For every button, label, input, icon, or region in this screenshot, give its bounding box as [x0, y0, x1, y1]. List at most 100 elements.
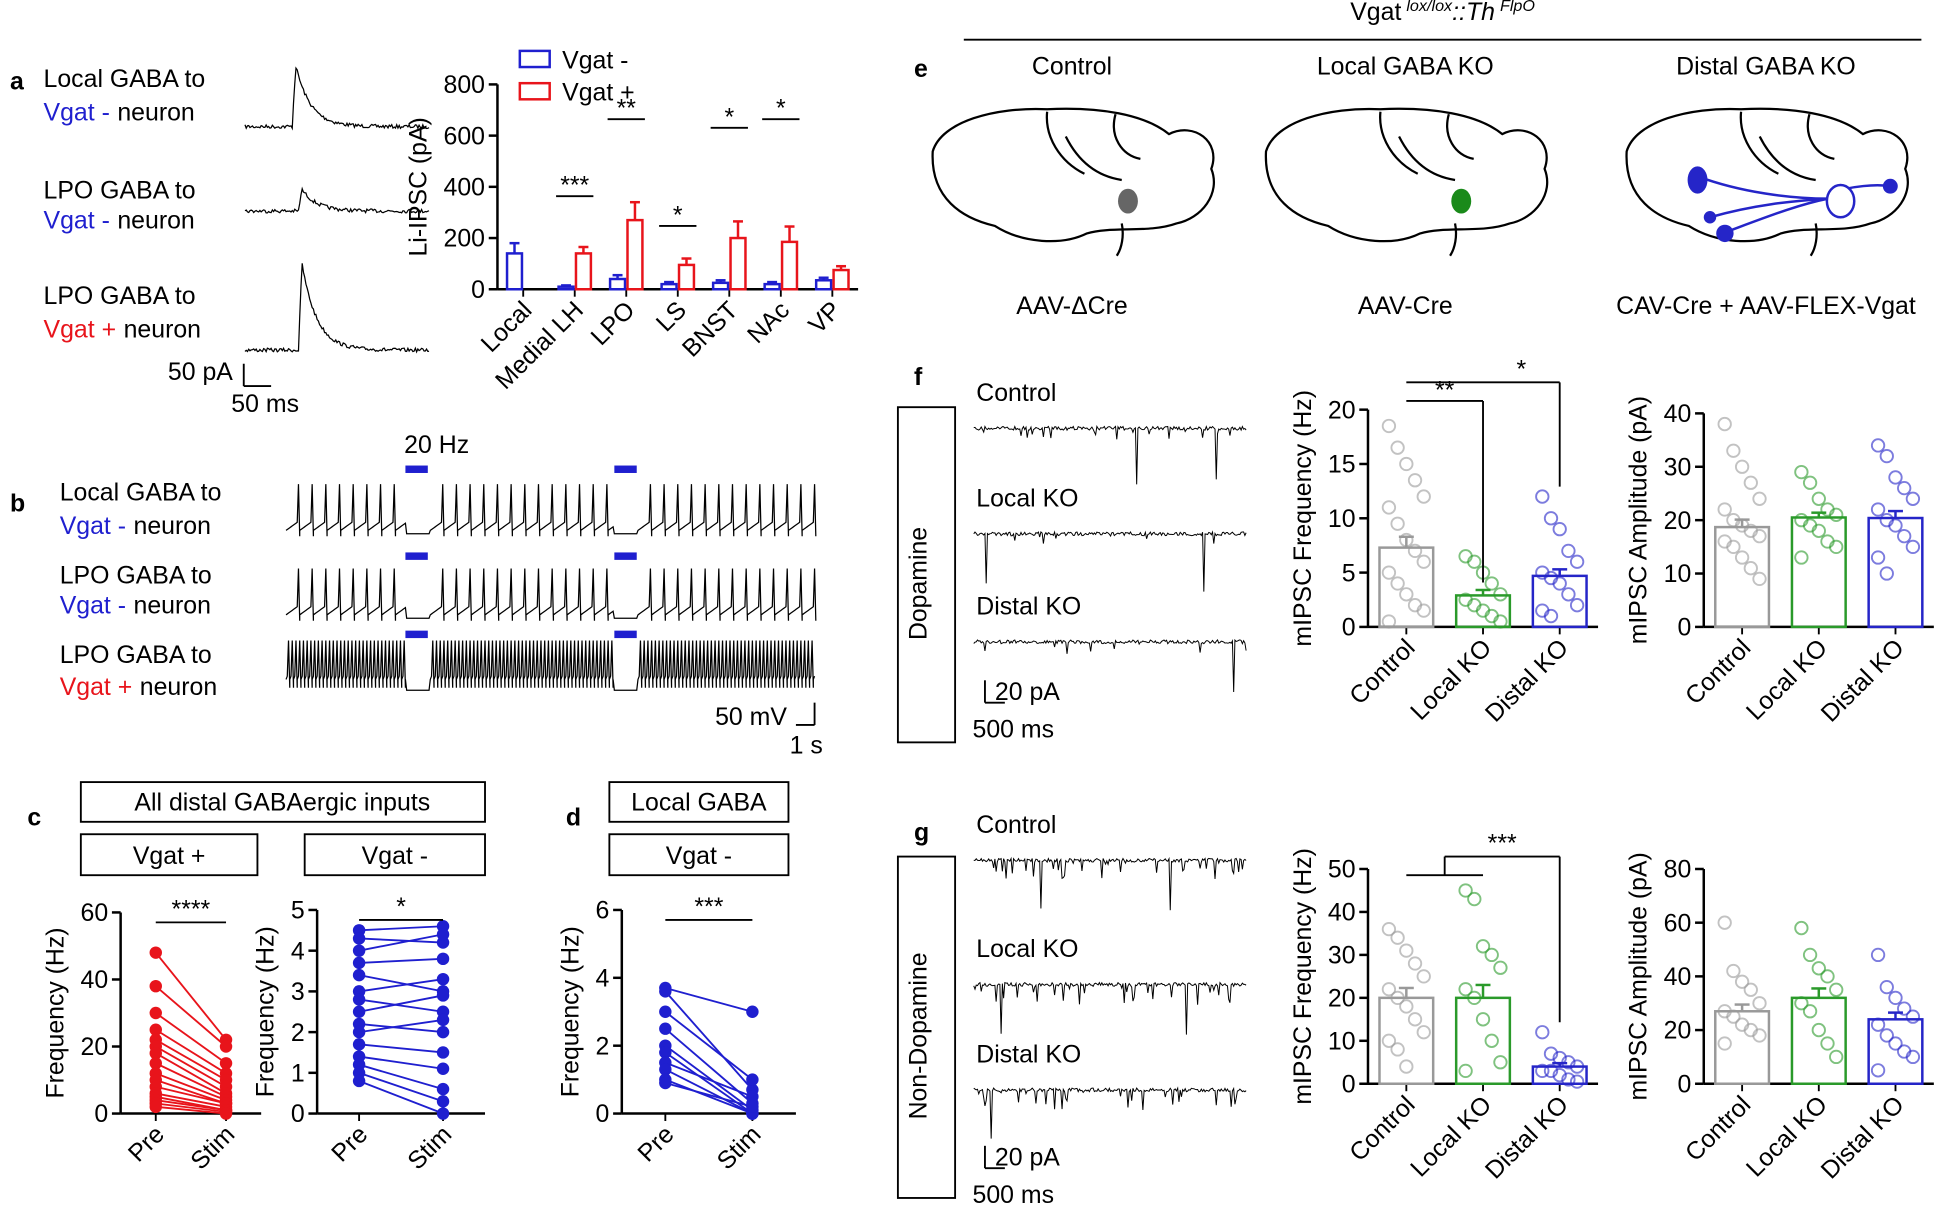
y-tick-label: 40	[1328, 900, 1356, 927]
y-tick-label: 20	[1664, 508, 1692, 535]
y-tick-label: 20	[81, 1034, 109, 1061]
point	[1905, 539, 1921, 554]
stim-label: 20 Hz	[404, 432, 469, 459]
y-tick-label: 5	[291, 898, 305, 925]
point	[1467, 554, 1482, 569]
brain-detail	[1045, 111, 1141, 257]
x-tick-label: BNST	[677, 297, 743, 363]
y-tick-label: 50	[1328, 857, 1356, 884]
x-tick-label: Distal KO	[1481, 634, 1574, 727]
trace-label: LPO GABA to	[44, 283, 196, 310]
y-tick-label: 800	[444, 72, 485, 99]
point	[1752, 1028, 1767, 1043]
point	[436, 1025, 450, 1039]
point	[1829, 1049, 1844, 1065]
point	[1390, 1042, 1405, 1057]
y-tick-label: 0	[1342, 615, 1356, 642]
trace-label: Vgat - neuron	[60, 513, 211, 540]
injection	[1118, 188, 1138, 214]
significance: *	[724, 104, 734, 131]
point	[1535, 1063, 1550, 1079]
pair-line	[155, 1072, 227, 1102]
trace-label: Vgat + neuron	[60, 674, 217, 701]
significance: *	[1517, 356, 1527, 383]
header: All distal GABAergic inputs	[134, 790, 430, 817]
point	[219, 1107, 233, 1120]
y-axis-label: Frequency (Hz)	[42, 927, 69, 1098]
trace-label: Vgat + neuron	[44, 317, 201, 344]
panel-letter: a	[10, 68, 24, 95]
point	[352, 993, 366, 1006]
y-axis-label: Frequency (Hz)	[557, 926, 584, 1097]
pair-line	[664, 1061, 753, 1098]
panel-letter: g	[914, 819, 929, 846]
point	[1905, 1049, 1921, 1065]
x-tick-label: LPO	[586, 297, 640, 351]
bar	[729, 236, 747, 291]
cell-type: Vgat -	[60, 513, 126, 540]
trace-label: Control	[976, 380, 1056, 407]
point	[149, 1100, 162, 1114]
panel-letter: b	[10, 490, 25, 517]
projection-site	[1703, 211, 1717, 224]
column-label: Control	[1032, 54, 1112, 81]
pair-line	[155, 1092, 227, 1108]
brain	[1625, 107, 1909, 257]
pair-line	[664, 1011, 753, 1081]
cell-type-rest: neuron	[124, 317, 201, 344]
point	[1811, 491, 1826, 506]
virus-label: CAV-Cre + AAV-FLEX-Vgat	[1616, 293, 1916, 320]
point	[1399, 587, 1414, 602]
pair-line	[358, 1080, 444, 1115]
point	[1743, 982, 1758, 997]
point	[1717, 1036, 1732, 1051]
e-title-part: Vgat	[1350, 0, 1401, 26]
spike-trace	[285, 568, 817, 621]
point	[1717, 502, 1732, 517]
trace-label: Local KO	[976, 486, 1078, 513]
point	[1484, 576, 1499, 591]
bar	[1378, 996, 1435, 1085]
virus-label: AAV-ΔCre	[1016, 293, 1128, 320]
scale-label: 50 mV	[715, 704, 787, 731]
bar	[608, 277, 627, 291]
point	[1905, 491, 1921, 506]
point	[746, 1090, 759, 1103]
trace	[244, 263, 430, 354]
brain-outline	[1264, 107, 1549, 243]
point	[1870, 1063, 1886, 1078]
x-tick-label: Distal KO	[1816, 634, 1909, 727]
point	[1905, 1009, 1921, 1024]
group-label: Non-Dopamine	[905, 952, 932, 1119]
header: Local GABA	[631, 790, 767, 817]
point	[1407, 473, 1423, 488]
significance: ***	[560, 173, 589, 200]
trace-label: Control	[976, 812, 1056, 839]
y-axis-label: mIPSC Amplitude (pA)	[1626, 852, 1653, 1100]
point	[1561, 1072, 1576, 1087]
e-title-sup: lox/lox	[1406, 0, 1453, 15]
brain-detail	[1739, 111, 1835, 257]
cell-type-rest: neuron	[117, 207, 194, 234]
significance: ***	[694, 894, 723, 921]
spike-trace	[285, 484, 817, 537]
point	[1475, 939, 1491, 954]
point	[1829, 539, 1844, 554]
point	[1484, 1033, 1499, 1048]
brain-outline	[931, 107, 1215, 243]
point	[1752, 529, 1767, 544]
significance: ****	[172, 896, 211, 923]
stim-bar	[614, 630, 637, 639]
pair-line	[358, 933, 444, 952]
y-tick-label: 0	[94, 1101, 108, 1128]
x-tick-label: Pre	[123, 1121, 169, 1167]
point	[1802, 475, 1818, 490]
trace-label: Distal KO	[976, 594, 1081, 621]
point	[149, 946, 162, 959]
point	[1399, 456, 1414, 472]
point	[149, 979, 162, 993]
point	[1416, 603, 1431, 618]
trace	[244, 186, 430, 214]
point	[1752, 491, 1767, 506]
pair-line	[155, 1085, 227, 1105]
